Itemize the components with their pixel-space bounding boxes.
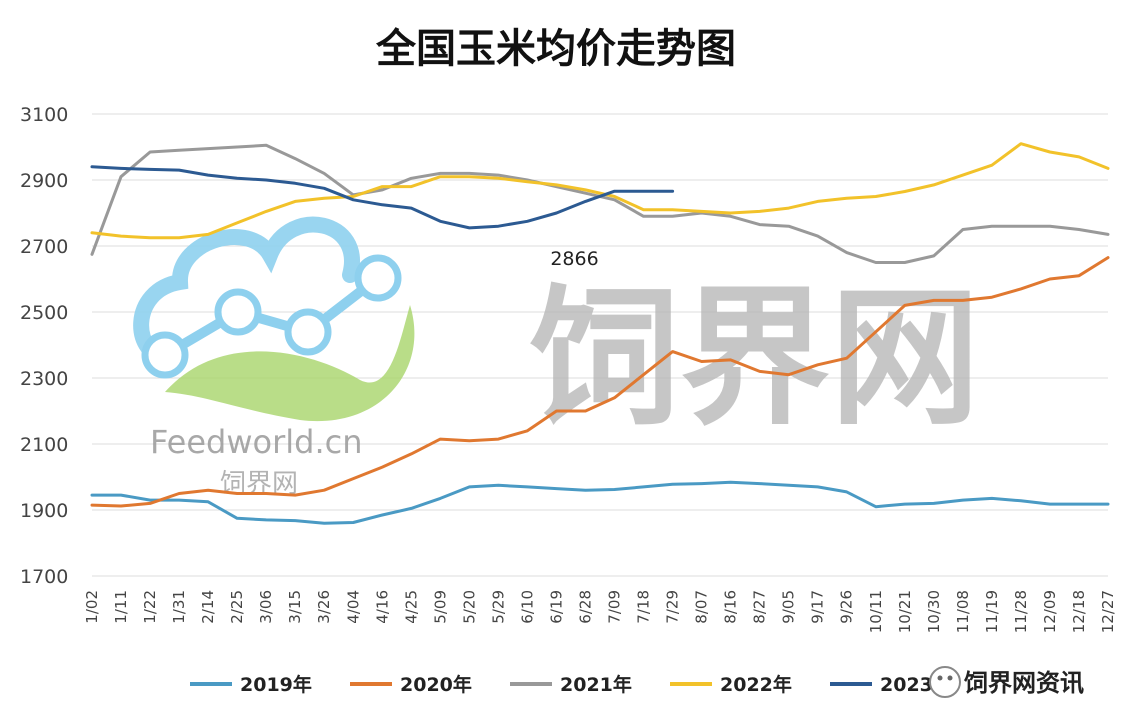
y-tick-label: 3100	[20, 104, 68, 126]
x-tick-label: 5/20	[460, 590, 478, 624]
chart-title: 全国玉米均价走势图	[375, 26, 736, 72]
x-tick-label: 3/06	[257, 590, 275, 624]
center-watermark-text: 饲界网	[530, 272, 980, 446]
x-tick-label: 7/29	[664, 590, 682, 624]
series-line-2	[90, 256, 1110, 508]
series-line-4	[90, 142, 1110, 240]
x-tick-label: 6/28	[576, 590, 594, 624]
logo-chicken-node-icon	[214, 288, 262, 336]
x-tick-label: 10/21	[896, 590, 914, 633]
logo-cow-node-icon	[284, 308, 332, 356]
x-tick-label: 4/04	[344, 590, 362, 624]
logo-pig-node-icon	[354, 254, 402, 302]
y-tick-label: 2100	[20, 434, 68, 456]
x-tick-label: 7/18	[635, 590, 653, 624]
logo-english-text: Feedworld.cn	[150, 423, 363, 461]
x-tick-label: 1/02	[83, 590, 101, 624]
x-tick-label: 9/05	[780, 590, 798, 624]
x-tick-label: 5/29	[489, 590, 507, 624]
logo-cloud-shape	[133, 216, 360, 368]
x-tick-label: 9/26	[838, 590, 856, 624]
x-axis-ticks: 1/02 1/11 1/22 1/31 2/14 2/25 3/06 3/15 3/26 4/04…	[83, 590, 1117, 633]
y-tick-label: 1700	[20, 566, 68, 588]
legend-label: 2023	[880, 674, 933, 696]
x-tick-label: 11/08	[954, 590, 972, 633]
x-tick-label: 3/26	[315, 590, 333, 624]
data-label: 2866	[550, 248, 598, 270]
x-tick-label: 10/11	[867, 590, 885, 633]
wechat-icon-dot	[937, 675, 943, 681]
x-tick-label: 1/22	[141, 590, 159, 624]
x-tick-label: 8/27	[751, 590, 769, 624]
wechat-icon	[929, 666, 961, 698]
logo-fish-node-icon	[141, 331, 189, 379]
y-tick-label: 2500	[20, 302, 68, 324]
x-tick-label: 6/10	[518, 590, 536, 624]
x-tick-label: 2/14	[199, 590, 217, 624]
y-tick-label: 2900	[20, 170, 68, 192]
x-tick-label: 11/28	[1012, 590, 1030, 633]
y-axis-ticks: 3100 2900 2700 2500 2300 2100 1900 1700	[20, 104, 68, 588]
wechat-badge: 饲界网资讯	[929, 666, 1084, 698]
y-tick-label: 2700	[20, 236, 68, 258]
legend-label: 2021年	[560, 673, 632, 696]
x-tick-label: 12/18	[1070, 590, 1088, 633]
x-tick-label: 12/09	[1041, 590, 1059, 633]
legend-label: 2020年	[400, 673, 472, 696]
legend-label: 2022年	[720, 673, 792, 696]
legend: 2019年 2020年 2021年 2022年 2023	[190, 673, 933, 696]
x-tick-label: 8/16	[722, 590, 740, 624]
x-tick-label: 12/27	[1099, 590, 1117, 633]
x-tick-label: 4/16	[373, 590, 391, 624]
legend-label: 2019年	[240, 673, 312, 696]
x-tick-label: 2/25	[228, 590, 246, 624]
x-tick-label: 10/30	[925, 590, 943, 633]
y-tick-label: 1900	[20, 500, 68, 522]
x-tick-label: 3/15	[286, 590, 304, 624]
x-tick-label: 7/09	[606, 590, 624, 624]
x-tick-label: 4/25	[402, 590, 420, 624]
logo-leaf-shape	[165, 305, 415, 422]
series-line-1	[90, 480, 1110, 525]
series-line-5	[90, 165, 675, 230]
x-tick-label: 1/31	[170, 590, 188, 624]
badge-text: 饲界网资讯	[963, 669, 1084, 697]
x-tick-label: 5/09	[431, 590, 449, 624]
x-tick-label: 9/17	[809, 590, 827, 624]
feedworld-logo: Feedworld.cn 饲界网	[133, 216, 415, 499]
y-tick-label: 2300	[20, 368, 68, 390]
series-lines	[90, 142, 1110, 525]
x-tick-label: 1/11	[112, 590, 130, 624]
annotations: 2866	[550, 248, 598, 270]
x-tick-label: 8/07	[693, 590, 711, 624]
logo-connector-line	[162, 274, 382, 360]
x-tick-label: 6/19	[547, 590, 565, 624]
x-tick-label: 11/19	[983, 590, 1001, 633]
wechat-icon-dot	[947, 675, 953, 681]
